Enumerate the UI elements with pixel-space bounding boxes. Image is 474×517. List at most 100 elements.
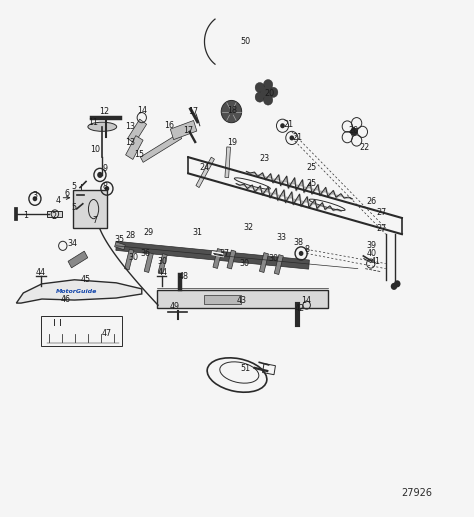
Ellipse shape [88,122,117,131]
Text: 46: 46 [60,295,70,303]
Text: 5: 5 [72,182,77,191]
Ellipse shape [264,95,273,105]
Text: 5: 5 [72,203,77,212]
Text: 27: 27 [377,223,387,233]
Text: 37: 37 [219,249,229,258]
Bar [157,291,328,308]
Text: 41: 41 [370,256,381,266]
Text: MotorGuide: MotorGuide [56,289,98,294]
Text: 31: 31 [192,227,202,237]
Text: 21: 21 [283,120,293,129]
Polygon shape [196,157,214,188]
Text: 25: 25 [306,179,317,188]
Text: 30: 30 [268,254,278,263]
Polygon shape [128,119,146,144]
Circle shape [280,123,285,128]
Text: 20: 20 [264,89,274,98]
Text: 17: 17 [188,107,198,116]
Text: 34: 34 [67,239,77,248]
Text: 9: 9 [102,164,107,173]
Polygon shape [68,251,88,268]
Polygon shape [125,249,134,270]
Text: 20: 20 [348,126,358,135]
Text: 26: 26 [367,197,377,206]
Bar [203,295,241,304]
Ellipse shape [255,83,264,93]
Circle shape [350,128,358,136]
Circle shape [391,283,397,290]
Text: 19: 19 [228,139,237,147]
Bar [73,190,107,228]
Text: 14: 14 [137,106,147,115]
Circle shape [33,196,37,201]
Text: 17: 17 [183,126,193,135]
Text: 4: 4 [55,196,61,205]
Text: 15: 15 [135,150,145,159]
Text: 24: 24 [200,163,210,172]
Text: 13: 13 [125,139,135,147]
Polygon shape [115,242,125,250]
Text: 30: 30 [239,259,249,268]
Text: 30: 30 [129,253,139,262]
Text: 44: 44 [36,268,46,277]
Text: 25: 25 [306,163,317,172]
Ellipse shape [264,80,273,89]
Text: 2: 2 [51,212,56,221]
Text: 51: 51 [240,364,250,373]
Circle shape [97,172,103,178]
Text: 43: 43 [237,296,246,305]
Text: 36: 36 [140,249,150,258]
Polygon shape [16,280,142,303]
Text: 38: 38 [293,238,303,247]
Text: 18: 18 [228,106,237,115]
Polygon shape [140,133,182,162]
Text: 42: 42 [295,303,305,313]
Bar [47,211,63,217]
Circle shape [394,280,401,287]
Circle shape [105,186,109,191]
Text: 28: 28 [125,231,135,240]
Ellipse shape [269,87,278,97]
Text: 47: 47 [102,329,112,338]
Text: 21: 21 [292,133,302,142]
Polygon shape [225,147,230,177]
Text: 27: 27 [377,208,387,218]
Polygon shape [227,250,236,269]
Circle shape [299,251,303,256]
Text: 1: 1 [23,211,28,220]
Circle shape [261,87,271,97]
Polygon shape [126,135,143,159]
Text: 40: 40 [367,249,377,258]
Circle shape [290,135,294,141]
Text: 27926: 27926 [401,488,432,498]
Text: 22: 22 [360,143,370,151]
Text: 8: 8 [304,245,309,254]
Circle shape [221,100,242,123]
Text: 7: 7 [93,216,98,225]
Text: 44: 44 [158,268,168,277]
Text: 3: 3 [32,191,37,200]
Polygon shape [158,254,167,273]
Text: 13: 13 [125,122,135,131]
Text: 33: 33 [276,233,286,242]
Bar [263,363,275,375]
Text: 48: 48 [179,272,189,281]
Text: 29: 29 [144,227,154,237]
Text: 16: 16 [164,121,174,130]
Text: 32: 32 [244,223,254,232]
Text: 45: 45 [81,275,91,284]
Text: 23: 23 [259,154,269,163]
Polygon shape [213,249,222,268]
Text: 11: 11 [88,118,98,127]
Text: 49: 49 [169,302,179,311]
Bar [41,316,122,346]
Ellipse shape [255,92,264,102]
Text: 50: 50 [240,37,250,46]
Polygon shape [170,120,197,140]
Polygon shape [116,241,310,269]
Text: 10: 10 [91,145,100,154]
Polygon shape [274,255,283,275]
Text: 12: 12 [100,107,109,116]
Text: 6: 6 [65,189,70,198]
Polygon shape [144,253,153,272]
